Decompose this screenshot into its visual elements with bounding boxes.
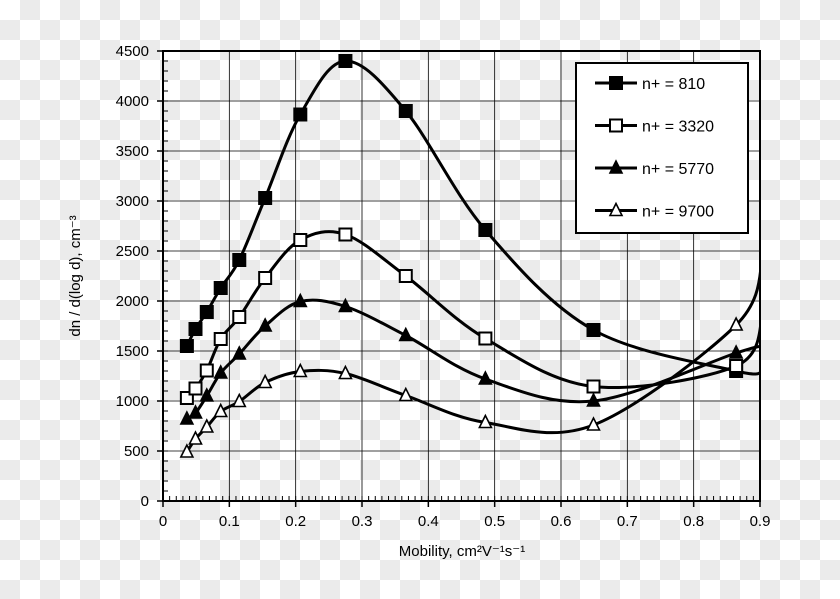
- data-point-square: [179, 339, 194, 353]
- x-tick-label: 0: [159, 513, 167, 530]
- data-point-square: [258, 191, 273, 205]
- y-tick-label: 4500: [116, 43, 149, 60]
- axes: 0 0.1 0.2 0.3 0.4 0.5 0.6 0.7 0.8 0.9 0 500 1000 1500…: [116, 43, 771, 530]
- data-point-triangle: [213, 402, 229, 418]
- data-point-square: [478, 223, 493, 237]
- x-tick-label: 0.1: [219, 513, 240, 530]
- data-point-square: [232, 253, 247, 267]
- data-point-square: [478, 331, 493, 346]
- y-tick-label: 1000: [116, 393, 149, 410]
- data-point-square: [199, 363, 214, 378]
- data-point-square: [609, 118, 623, 133]
- data-point-square: [188, 381, 203, 396]
- legend-label: n+ = 3320: [642, 119, 714, 136]
- x-tick-label: 0.7: [617, 513, 638, 530]
- x-tick-label: 0.2: [285, 513, 306, 530]
- data-point-triangle: [293, 292, 308, 308]
- data-point-triangle: [199, 387, 215, 402]
- x-tick-label: 0.3: [352, 513, 373, 530]
- data-point-triangle: [213, 364, 229, 379]
- data-point-triangle: [478, 370, 493, 385]
- data-point-square: [729, 359, 744, 373]
- x-tick-label: 0.8: [683, 513, 704, 530]
- legend: n+ = 810 n+ = 3320 n+ = 5770 n+ = 9700: [575, 62, 749, 234]
- y-tick-label: 4000: [116, 93, 149, 110]
- data-point-triangle: [179, 443, 195, 458]
- data-point-square: [213, 281, 228, 295]
- series-line: [185, 263, 760, 453]
- data-point-square: [338, 227, 353, 242]
- data-point-triangle: [188, 430, 203, 445]
- data-point-triangle: [199, 418, 215, 433]
- y-tick-label: 0: [141, 493, 149, 510]
- data-point-square: [293, 233, 308, 247]
- data-point-triangle: [728, 344, 744, 359]
- data-point-square: [232, 310, 247, 324]
- x-tick-label: 0.9: [750, 513, 771, 530]
- data-point-square: [586, 323, 601, 337]
- legend-label: n+ = 810: [642, 76, 705, 93]
- y-tick-label: 2000: [116, 293, 149, 310]
- x-tick-label: 0.4: [418, 513, 439, 530]
- data-point-triangle: [293, 362, 308, 378]
- data-point-square: [609, 76, 623, 90]
- data-point-triangle: [338, 297, 353, 313]
- data-point-triangle: [338, 364, 353, 380]
- x-tick-label: 0.5: [484, 513, 505, 530]
- data-point-triangle: [478, 413, 493, 429]
- data-point-square: [188, 322, 203, 336]
- data-point-triangle: [188, 404, 203, 419]
- legend-label: n+ = 5770: [642, 161, 714, 178]
- data-point-square: [213, 332, 228, 346]
- x-axis-label: Mobility, cm²V⁻¹s⁻¹: [399, 543, 525, 560]
- y-axis-label: dn / d(log d), cm⁻³: [67, 215, 84, 336]
- x-tick-label: 0.6: [551, 513, 572, 530]
- y-tick-label: 1500: [116, 343, 149, 360]
- data-point-triangle: [231, 345, 247, 360]
- data-point-triangle: [257, 317, 273, 332]
- y-tick-label: 2500: [116, 243, 149, 260]
- data-point-square: [398, 269, 413, 283]
- data-point-square: [293, 107, 308, 122]
- data-point-square: [398, 104, 413, 118]
- data-point-triangle: [728, 316, 744, 331]
- y-tick-label: 500: [124, 443, 149, 460]
- data-point-triangle: [398, 386, 414, 402]
- data-point-square: [199, 305, 214, 319]
- data-point-triangle: [257, 373, 273, 389]
- y-tick-label: 3500: [116, 143, 149, 160]
- legend-box: [575, 62, 749, 234]
- data-point-triangle: [586, 416, 601, 431]
- data-point-square: [586, 379, 601, 394]
- data-point-triangle: [231, 392, 247, 408]
- legend-label: n+ = 9700: [642, 204, 714, 221]
- y-tick-label: 3000: [116, 193, 149, 210]
- data-point-triangle: [608, 201, 624, 217]
- data-point-triangle: [608, 159, 624, 174]
- data-point-triangle: [398, 326, 414, 342]
- data-point-square: [258, 271, 273, 285]
- data-point-triangle: [586, 392, 601, 407]
- data-point-square: [338, 54, 353, 68]
- series-markers: [179, 54, 744, 458]
